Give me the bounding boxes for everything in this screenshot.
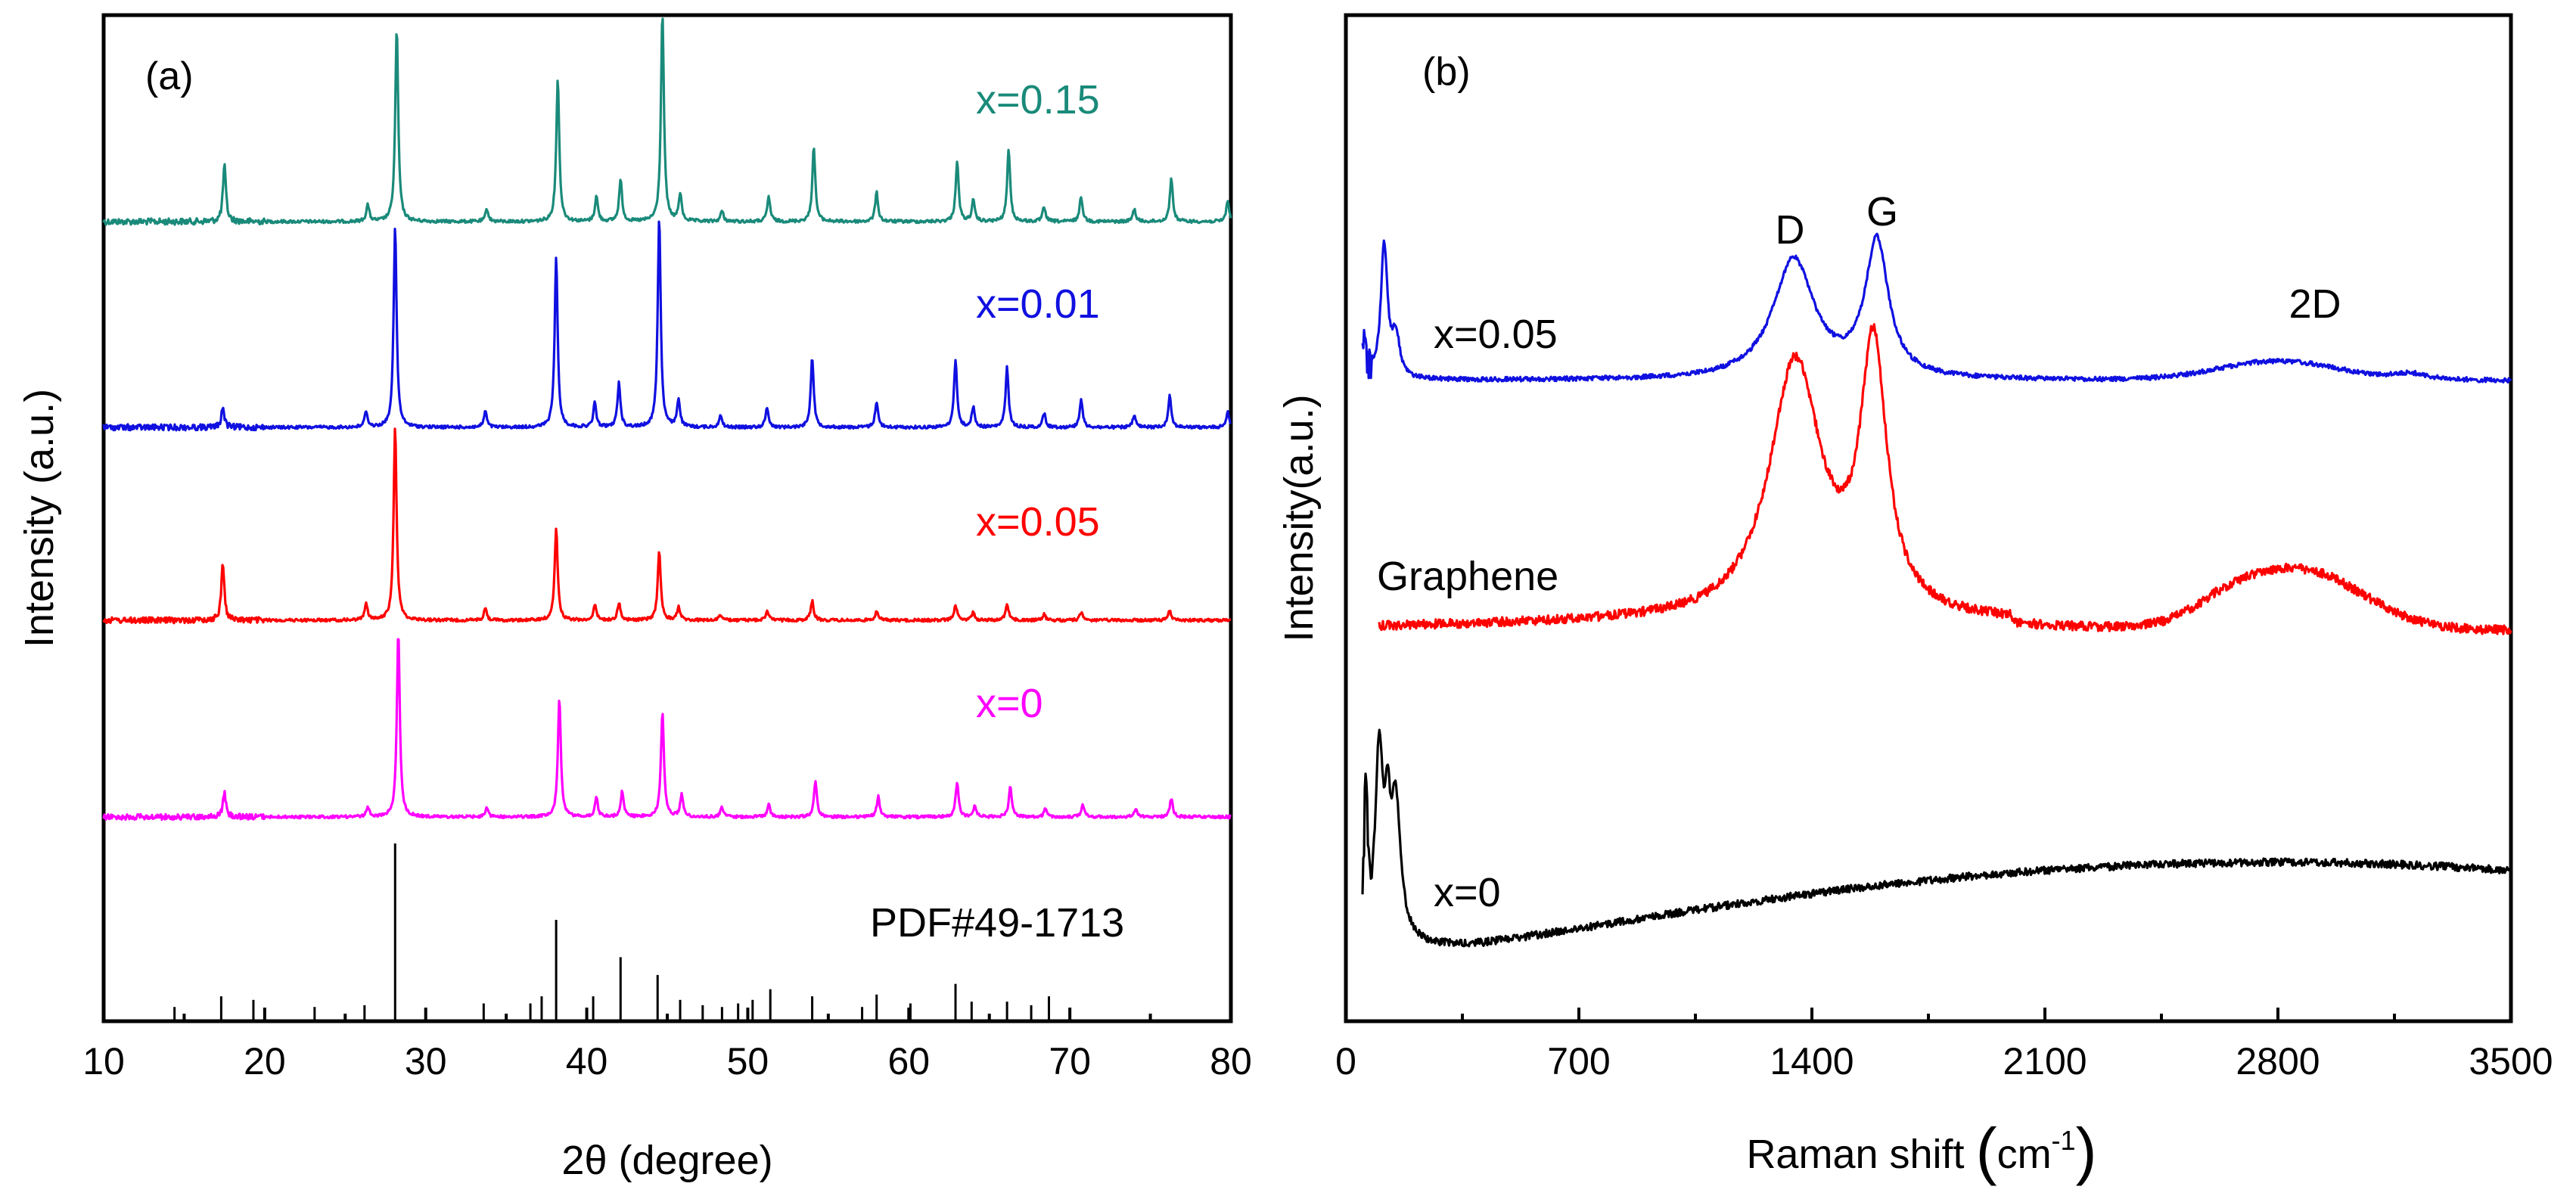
panel-a-trace-1 <box>102 220 1232 432</box>
panel-b-series-label-graphene: Graphene <box>1377 554 1558 599</box>
panel-a-series-label-x005: x=0.05 <box>976 499 1100 545</box>
panel-b-x-ticks: 0 700 1400 2100 2800 3500 <box>1335 1008 2553 1082</box>
panel-b-x-axis-label: Raman shift (cm-1) <box>1746 1115 2096 1186</box>
panel-a-xrd-chart: 10 20 30 40 50 60 70 80 (a) x=0.15 x=0.01 x=0.0… <box>17 13 1252 1183</box>
panel-a-x-tick-label: 40 <box>566 1040 608 1082</box>
panel-b-trace-2 <box>1361 728 2512 948</box>
panel-b-y-axis-label: Intensity(a.u.) <box>1276 394 1322 641</box>
panel-b-x-axis-close-paren: ) <box>2076 1115 2097 1186</box>
panel-b-x-tick-label: 700 <box>1547 1040 1610 1082</box>
panel-a-reference-pattern <box>173 843 1050 1021</box>
panel-a-trace-0 <box>102 17 1232 226</box>
panel-a-x-tick-label: 20 <box>244 1040 286 1082</box>
panel-b-annotation-g: G <box>1866 189 1898 234</box>
panel-a-trace-3 <box>102 638 1232 822</box>
panel-b-tag: (b) <box>1422 50 1471 94</box>
panel-b-traces <box>1361 232 2512 948</box>
panel-a-x-tick-label: 60 <box>887 1040 930 1082</box>
panel-b-x-tick-label: 2800 <box>2236 1040 2320 1082</box>
panel-a-y-axis-label: Intensity (a.u.) <box>17 389 62 648</box>
panel-a-tag: (a) <box>145 54 194 98</box>
panel-b-series-label-x005: x=0.05 <box>1434 312 1558 357</box>
panel-a-series-label-x015: x=0.15 <box>976 77 1100 123</box>
panel-b-x-tick-label: 1400 <box>1770 1040 1854 1082</box>
panel-b-x-axis-unit: cm <box>1997 1132 2052 1177</box>
panel-b-x-tick-label: 0 <box>1335 1040 1356 1082</box>
panel-b-series-label-x0: x=0 <box>1434 870 1501 915</box>
panel-b-x-axis-title: Raman shift <box>1746 1132 1964 1177</box>
panel-a-traces <box>102 17 1232 822</box>
panel-a-series-label-x0: x=0 <box>976 681 1043 726</box>
panel-b-x-tick-label: 3500 <box>2469 1040 2553 1082</box>
panel-b-x-tick-label: 2100 <box>2003 1040 2087 1082</box>
panel-a-x-tick-label: 10 <box>82 1040 125 1082</box>
panel-b-annotation-d: D <box>1776 207 1805 253</box>
panel-b-x-axis-open-paren: ( <box>1976 1115 1997 1186</box>
panel-a-series-label-x001: x=0.01 <box>976 281 1100 327</box>
panel-b-trace-1 <box>1378 323 2512 635</box>
panel-a-x-tick-label: 30 <box>405 1040 447 1082</box>
panel-b-x-axis-unit-exponent: -1 <box>2052 1125 2076 1156</box>
panel-a-x-ticks: 10 20 30 40 50 60 70 80 <box>82 1008 1252 1082</box>
panel-b-plot-frame <box>1344 13 2513 1023</box>
panel-b-trace-0 <box>1361 232 2512 384</box>
panel-b-annotation-2d: 2D <box>2289 281 2341 327</box>
panel-a-x-tick-label: 80 <box>1210 1040 1252 1082</box>
panel-a-x-axis-label: 2θ (degree) <box>561 1138 772 1183</box>
panel-a-x-tick-label: 50 <box>727 1040 769 1082</box>
panel-b-raman-chart: 0 700 1400 2100 2800 3500 (b) D G 2D x=0.05 G… <box>1276 13 2553 1186</box>
panel-a-trace-2 <box>102 427 1232 625</box>
panel-a-reference-label: PDF#49-1713 <box>870 900 1124 946</box>
panel-a-x-tick-label: 70 <box>1049 1040 1091 1082</box>
